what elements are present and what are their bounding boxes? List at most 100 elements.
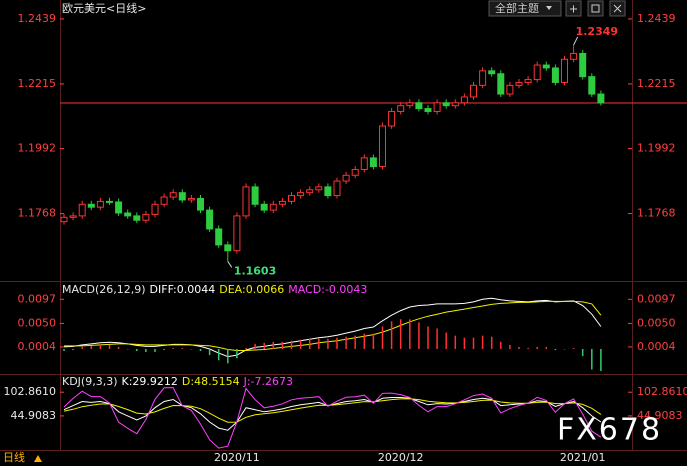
indicator-line	[63, 297, 602, 358]
legend-entry: MACD:-0.0043	[288, 283, 367, 296]
histogram-bar	[136, 348, 138, 352]
histogram-bar	[145, 348, 147, 353]
candle-body	[342, 174, 350, 182]
histogram-bar	[117, 346, 120, 349]
candle-body	[169, 192, 177, 198]
candle-body	[442, 102, 450, 107]
histogram-bar	[436, 328, 438, 349]
candle-body	[588, 76, 596, 95]
histogram-bar	[418, 322, 420, 349]
y-tick-label: 102.8610	[637, 385, 687, 398]
x-tick-label: 2021/01	[560, 451, 606, 464]
candle-body	[197, 197, 204, 211]
histogram-bar	[181, 347, 184, 349]
legend-entry: DIFF:0.0044	[150, 283, 216, 296]
candle-body	[224, 244, 232, 252]
histogram-bar	[172, 347, 174, 349]
candle-body	[288, 195, 295, 202]
icon-button[interactable]	[587, 0, 604, 17]
indicator-title: MACD(26,12,9)	[62, 283, 146, 296]
histogram-bar	[454, 335, 457, 349]
histogram-bar	[591, 348, 593, 370]
histogram-bar	[99, 344, 102, 349]
histogram-bar	[490, 336, 493, 349]
histogram-bar	[427, 326, 429, 349]
theme-button[interactable]	[488, 0, 562, 17]
candle-body	[479, 70, 487, 86]
histogram-bar	[390, 321, 393, 349]
histogram-bar	[72, 348, 74, 350]
candle-body	[306, 189, 314, 194]
indicator-line	[63, 398, 602, 423]
y-tick-label: 0.0004	[637, 340, 676, 353]
candle-body	[78, 203, 86, 217]
icon	[570, 5, 577, 13]
candle-body	[488, 70, 496, 75]
histogram-bar	[290, 340, 293, 349]
histogram-bar	[154, 348, 156, 353]
histogram-bar	[354, 335, 356, 349]
histogram-bar	[308, 338, 311, 349]
candle-body	[433, 102, 441, 112]
histogram-bar	[563, 348, 566, 350]
candle-body	[96, 200, 104, 208]
candle-body	[160, 196, 168, 205]
y-tick-label: 102.8610	[4, 385, 57, 398]
candle-body	[215, 228, 223, 246]
candle-body	[561, 58, 568, 83]
candle-body	[251, 186, 259, 205]
histogram-bar	[572, 347, 575, 349]
candle-body	[297, 192, 305, 197]
histogram-bar	[336, 337, 338, 349]
x-tick-label: 2020/11	[214, 451, 260, 464]
candle-body	[360, 157, 368, 170]
histogram-bar	[90, 345, 93, 349]
legend-entry: K:29.9212	[122, 375, 178, 388]
histogram-bar	[399, 319, 402, 349]
histogram-bar	[345, 336, 347, 349]
candle-body	[470, 84, 477, 98]
histogram-bar	[108, 344, 111, 349]
candle-body	[451, 102, 459, 107]
y-tick-label: 1.1768	[637, 207, 676, 220]
period-arrow	[34, 455, 42, 462]
indicator-title: KDJ(9,3,3)	[62, 375, 118, 388]
histogram-bar	[409, 319, 411, 349]
y-tick-label: 1.2439	[637, 12, 676, 25]
x-tick-label: 2020/12	[378, 451, 424, 464]
period-label[interactable]: 日线	[3, 450, 25, 464]
candle-body	[178, 192, 186, 201]
histogram-bar	[472, 337, 475, 349]
histogram-bar	[536, 346, 538, 349]
histogram-bar	[208, 348, 211, 356]
candle-body	[369, 157, 377, 168]
candle-body	[260, 203, 268, 211]
candle-body	[424, 108, 432, 112]
candle-body	[124, 212, 132, 217]
candle-body	[87, 203, 95, 208]
candle-body	[60, 216, 68, 223]
histogram-bar	[81, 346, 83, 349]
candle-body	[506, 84, 514, 95]
candle-body	[351, 168, 359, 176]
high-annotation: 1.2349	[576, 25, 618, 38]
y-tick-label: 44.9083	[637, 409, 683, 422]
candle-body	[551, 67, 559, 83]
histogram-bar	[163, 348, 165, 350]
y-tick-label: 1.2215	[637, 77, 676, 90]
candle-body	[533, 64, 541, 81]
candle-body	[570, 52, 578, 60]
candle-body	[269, 203, 277, 211]
histogram-bar	[126, 348, 129, 350]
legend-entry: DEA:0.0066	[219, 283, 284, 296]
histogram-bar	[545, 346, 548, 349]
y-tick-label: 0.0097	[18, 292, 57, 305]
candle-body	[333, 180, 341, 197]
candle-body	[115, 201, 123, 214]
indicator-line	[64, 300, 602, 351]
histogram-bar	[463, 337, 466, 349]
low-annotation: 1.1603	[234, 264, 276, 277]
histogram-bar	[327, 338, 329, 349]
